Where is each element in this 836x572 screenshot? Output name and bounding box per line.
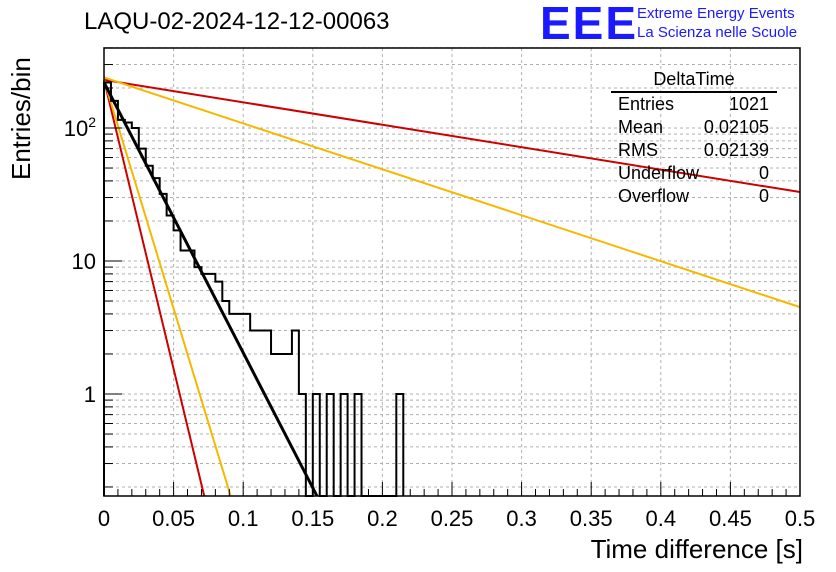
x-tick-label: 0.05 [152,506,195,531]
x-tick-label: 0.1 [228,506,259,531]
stats-label: RMS [618,140,658,160]
stats-label: Underflow [618,163,700,183]
stats-row-overflow: Overflow 0 [611,185,777,208]
stats-box: DeltaTime Entries 1021 Mean 0.02105 RMS … [611,68,777,208]
x-tick-label: 0.15 [291,506,334,531]
x-tick-label: 0.45 [709,506,752,531]
stats-value: 1021 [728,94,769,114]
logo-tagline-2: La Scienza nelle Scuole [637,24,798,41]
fit-line [103,79,206,497]
logo-tagline-1: Extreme Energy Events [637,5,795,22]
fit-line [102,81,319,497]
fit-line [103,76,801,309]
x-axis-label: Time difference [s] [590,534,803,564]
eee-logo: EEE [540,0,639,49]
fit-line [103,79,232,497]
stats-row-entries: Entries 1021 [611,93,777,116]
x-tick-label: 0.3 [506,506,537,531]
x-tick-label: 0.35 [570,506,613,531]
x-tick-label: 0.2 [367,506,398,531]
x-tick-label: 0.4 [646,506,677,531]
page-title: LAQU-02-2024-12-12-00063 [84,8,390,35]
histogram-outline [103,81,405,497]
y-tick-label: 1 [84,382,96,407]
x-tick-label: 0 [98,506,110,531]
y-tick-label: 102 [64,114,96,141]
x-tick-label: 0.5 [785,506,816,531]
stats-value: 0.02139 [703,140,769,160]
stats-value: 0.02105 [703,117,769,137]
y-axis-label: Entries/bin [6,57,36,180]
stats-label: Mean [618,117,664,137]
x-tick-label: 0.25 [431,506,474,531]
stats-label: Entries [618,94,675,114]
stats-row-underflow: Underflow 0 [611,162,777,185]
y-tick-label: 10 [72,249,96,274]
stats-row-mean: Mean 0.02105 [611,116,777,139]
stats-row-rms: RMS 0.02139 [611,139,777,162]
stats-title: DeltaTime [611,68,777,93]
fit-line [103,78,801,194]
stats-value: 0 [758,186,769,206]
stats-value: 0 [758,163,769,183]
stats-label: Overflow [618,186,690,206]
